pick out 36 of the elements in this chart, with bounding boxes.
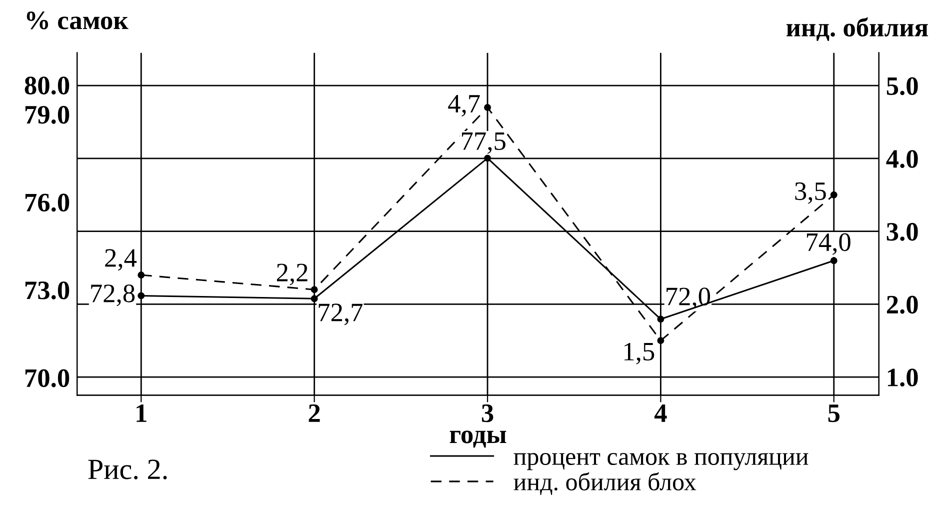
- data-label: 74,0: [806, 233, 850, 255]
- data-label: 72,8: [91, 284, 135, 306]
- x-tick-label: 3: [482, 404, 494, 422]
- y-tick-label: 79.0: [25, 106, 70, 124]
- data-label: 72,0: [666, 288, 710, 310]
- data-label: 72,7: [318, 304, 363, 326]
- legend-label: процент самок в популяции: [514, 453, 808, 470]
- x-tick-label: 1: [136, 404, 146, 422]
- text: Рис. 2.: [88, 460, 167, 480]
- data-label: 2,2: [276, 264, 308, 286]
- data-label: 3,5: [795, 182, 826, 204]
- y-tick-label: 73.0: [25, 281, 70, 300]
- point: [310, 295, 318, 302]
- data-label: 1,5: [624, 342, 654, 364]
- x-axis-title: годы: [450, 430, 506, 448]
- y-tick-label: 70.0: [25, 369, 70, 388]
- y2-tick-label: 4.0: [886, 150, 918, 168]
- y-tick-label: 80.0: [24, 76, 70, 95]
- y2-axis-title: инд. обилия: [786, 17, 928, 41]
- x-tick-label: 5: [828, 404, 840, 422]
- y2-tick-label: 1.0: [888, 368, 918, 387]
- point: [830, 257, 838, 264]
- y-tick-label: 76.0: [25, 194, 70, 212]
- y2-tick-label: 3.0: [886, 222, 918, 241]
- data-label: 77,5: [462, 132, 506, 154]
- x-tick-label: 2: [308, 404, 320, 422]
- y-axis-title: % самок: [26, 12, 128, 30]
- data-label: 2,4: [105, 249, 137, 271]
- point: [484, 154, 491, 162]
- point: [138, 292, 145, 300]
- legend-label: инд. обилия блох: [514, 472, 696, 496]
- data-label: 4,7: [448, 95, 480, 116]
- point: [657, 316, 664, 323]
- x-tick-label: 4: [654, 404, 667, 422]
- y2-tick-label: 2.0: [886, 296, 918, 314]
- y2-tick-label: 5.0: [886, 77, 918, 96]
